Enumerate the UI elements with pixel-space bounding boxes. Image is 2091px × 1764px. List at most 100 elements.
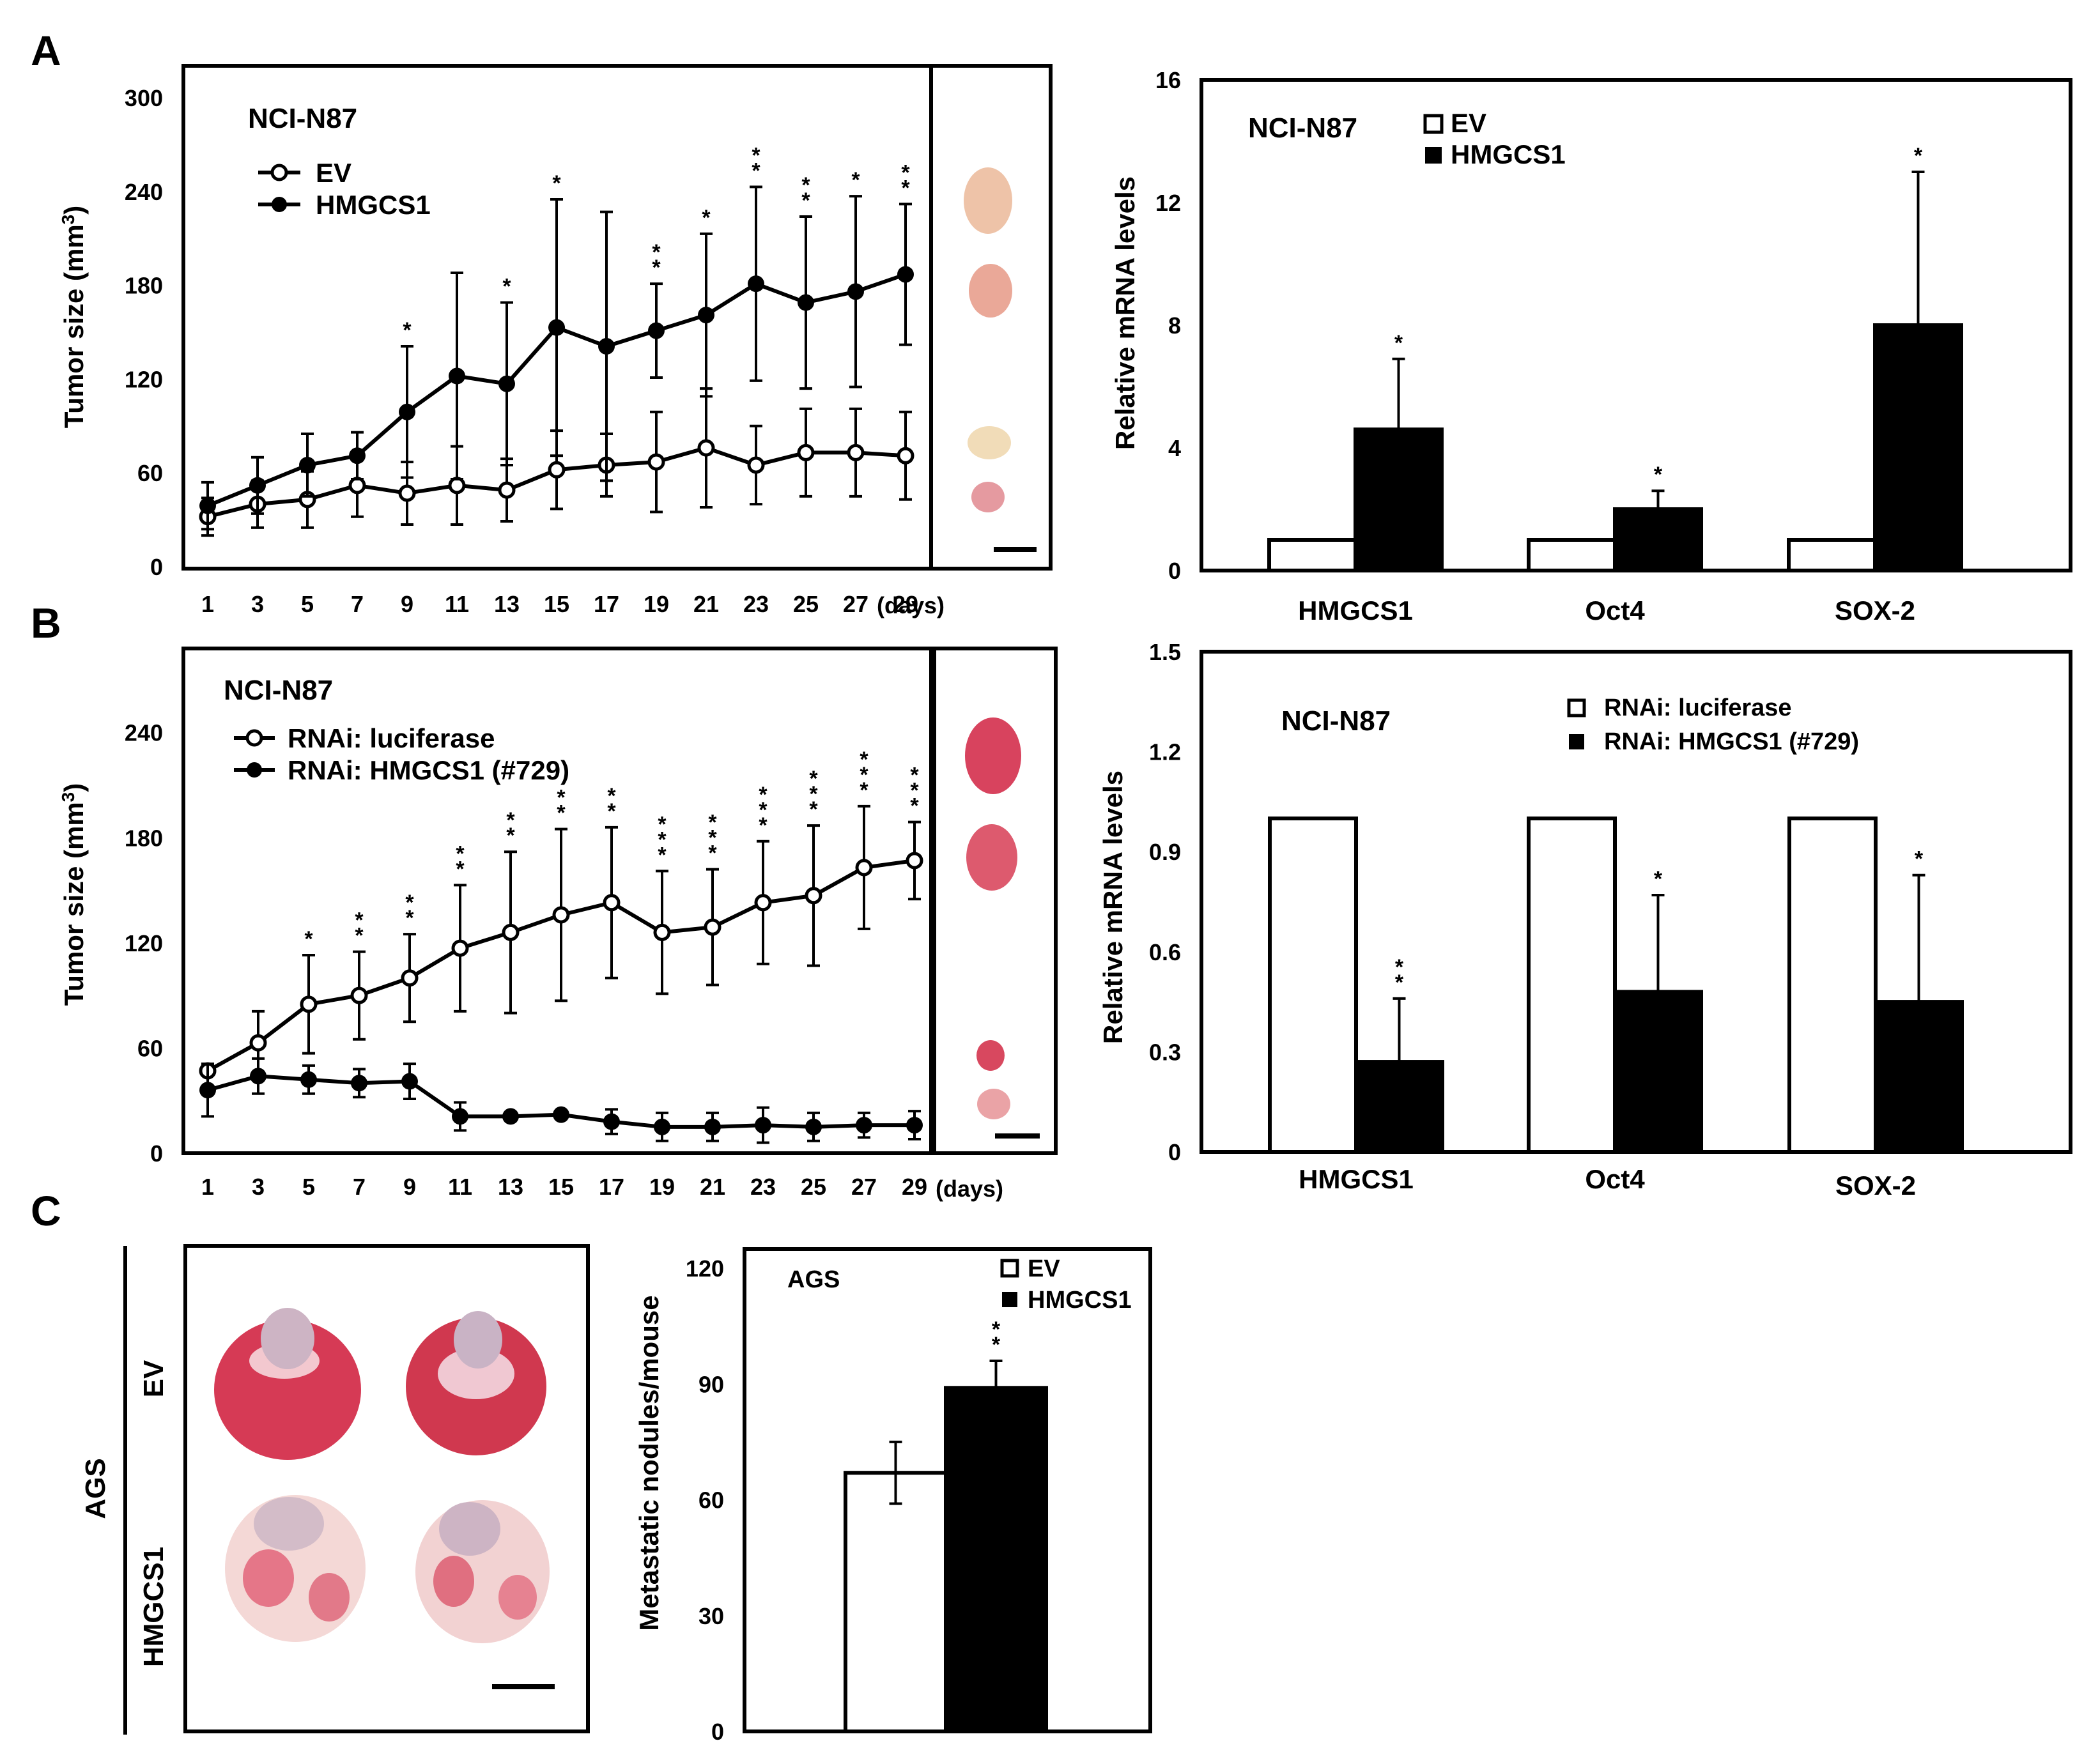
significance-star: * [809, 782, 818, 806]
legend: RNAi: luciferase RNAi: HMGCS1 (#729) [234, 723, 569, 785]
legend-swatch-filled [1425, 147, 1442, 164]
panel-b-bar-chart: NCI-N87 RNAi: luciferase RNAi: HMGCS1 (#… [1098, 639, 2072, 1200]
y-tick-label: 30 [698, 1603, 724, 1629]
bar [1613, 990, 1703, 1154]
y-axis-title: Tumor size (mm3) [58, 206, 89, 429]
significance-star: * [860, 763, 868, 787]
x-tick-label: 15 [544, 591, 569, 617]
legend: EV HMGCS1 [258, 158, 431, 220]
x-tick-label: 29 [893, 591, 918, 617]
data-point [653, 923, 671, 941]
significance-star: * [1915, 847, 1924, 871]
group-label: AGS [80, 1458, 111, 1519]
bar [1527, 817, 1617, 1154]
x-tick-label: 25 [793, 591, 819, 617]
y-tick-label: 1.5 [1149, 639, 1181, 665]
data-point [697, 439, 715, 457]
significance-star: * [557, 801, 566, 825]
data-point [348, 477, 366, 495]
bar [1787, 817, 1878, 1154]
legend-label-ev: EV [1451, 108, 1486, 138]
data-point [847, 283, 864, 300]
data-point [648, 322, 665, 339]
y-axis-title: Metastatic nodules/mouse [634, 1295, 664, 1630]
panel-b-line-chart: NCI-N87 RNAi: luciferase RNAi: HMGCS1 (#… [58, 647, 1058, 1202]
data-point [603, 894, 621, 912]
significance-star: * [607, 799, 616, 824]
significance-star: * [708, 826, 717, 850]
bar [1873, 323, 1963, 572]
y-tick-label: 0 [1168, 1139, 1181, 1165]
data-point [199, 497, 216, 514]
bar [1354, 427, 1444, 573]
x-tick-label: 9 [401, 591, 413, 617]
tumor-photos [965, 717, 1040, 1139]
data-point [704, 918, 721, 936]
x-tick-label: 29 [902, 1174, 927, 1200]
data-point [300, 1071, 317, 1088]
significance-star: * [759, 813, 768, 838]
series-0 [199, 804, 923, 1080]
panel-c-photo: AGS EV HMGCS1 [80, 1244, 590, 1735]
x-tick-label: 1 [201, 1174, 214, 1200]
x-axis-unit: (days) [936, 1176, 1003, 1202]
data-point [897, 266, 914, 283]
bar [1613, 507, 1703, 572]
x-tick-label: 25 [801, 1174, 826, 1200]
x-tick-label: 7 [351, 591, 364, 617]
significance-star: * [652, 256, 661, 280]
bar [1874, 1000, 1964, 1154]
x-tick-label: 11 [445, 591, 469, 617]
bar [1527, 538, 1617, 572]
significance-star: * [652, 240, 661, 265]
bar [1268, 817, 1358, 1154]
data-point [897, 447, 914, 464]
tumor-photo [964, 167, 1012, 234]
data-point [548, 319, 565, 336]
tumor-photo [977, 1089, 1010, 1119]
bar [944, 1386, 1048, 1734]
x-tick-label: 17 [599, 1174, 624, 1200]
data-point [552, 906, 570, 924]
x-tick-label: 17 [594, 591, 619, 617]
data-point [300, 995, 318, 1013]
y-tick-label: 120 [125, 930, 163, 956]
data-point [399, 403, 415, 420]
x-tick-label: 19 [649, 1174, 675, 1200]
category-label: HMGCS1 [1298, 595, 1413, 625]
data-point [452, 1108, 468, 1125]
data-point [451, 939, 469, 957]
significance-star: * [607, 784, 616, 808]
significance-star: * [552, 171, 561, 196]
x-tick-label: 23 [743, 591, 769, 617]
data-point [798, 294, 814, 311]
row-label-hmgcs1: HMGCS1 [138, 1547, 169, 1667]
lung-photo [225, 1495, 366, 1642]
data-point [401, 1073, 418, 1090]
data-point [398, 484, 416, 502]
y-tick-label: 12 [1155, 190, 1181, 216]
x-tick-label: 27 [851, 1174, 877, 1200]
y-tick-label: 300 [125, 85, 163, 111]
tumor-photo [971, 482, 1005, 512]
significance-star: * [1654, 463, 1663, 487]
bar [1354, 1060, 1444, 1154]
data-point [805, 1118, 822, 1135]
legend-swatch-open [1423, 114, 1444, 134]
data-point [856, 1117, 872, 1134]
panel-a-line-chart: NCI-N87 EV HMGCS1 Tumor size (mm3) (days… [58, 64, 1053, 618]
data-point [906, 1117, 923, 1134]
data-point [448, 477, 466, 495]
x-tick-label: 1 [201, 591, 214, 617]
panel-a-bar-chart: NCI-N87 EV HMGCS1 Relative mRNA levels 0… [1110, 67, 2072, 625]
x-tick-label: 5 [302, 1174, 315, 1200]
panel-label-c: C [31, 1187, 61, 1234]
significance-star: * [910, 794, 919, 818]
category-label: Oct4 [1585, 595, 1645, 625]
significance-star: * [752, 158, 760, 183]
significance-star: * [992, 1317, 1001, 1342]
data-point [748, 275, 764, 293]
significance-star: * [759, 783, 768, 807]
y-tick-label: 180 [125, 273, 163, 299]
significance-star: * [809, 767, 818, 791]
